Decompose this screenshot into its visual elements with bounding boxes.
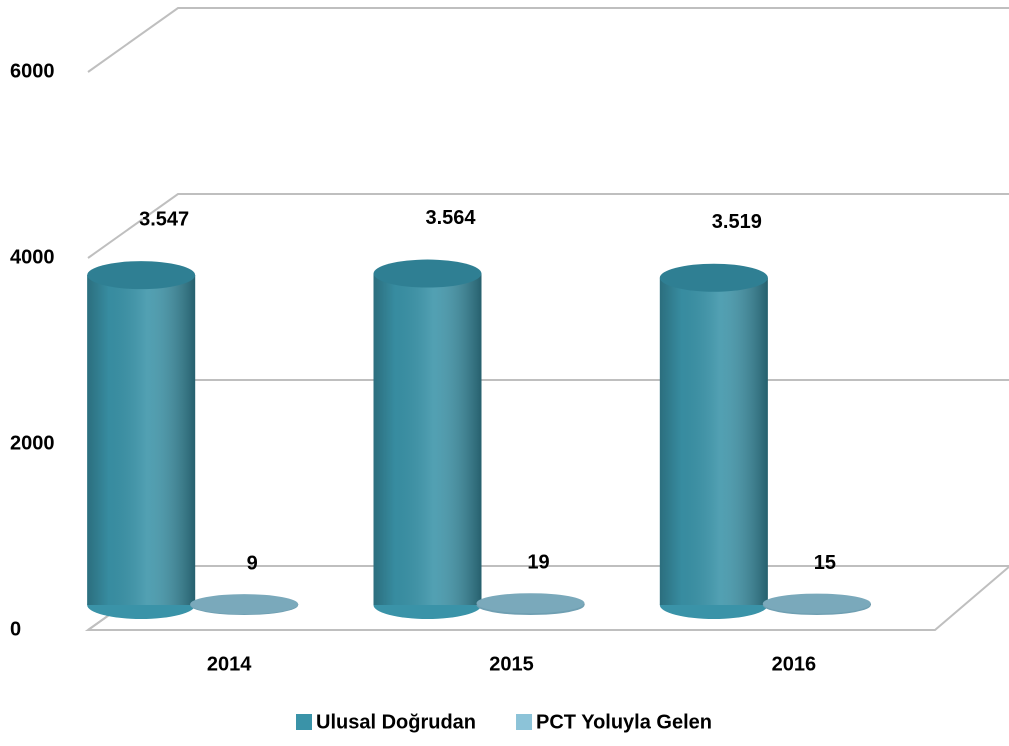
legend-swatch [296, 714, 312, 730]
value-label: 19 [527, 552, 549, 574]
cylinder [476, 593, 585, 615]
cylinder-shade [373, 273, 482, 605]
cylinder [87, 261, 196, 619]
legend-swatch [516, 714, 533, 730]
y-tick-label: 0 [10, 618, 21, 640]
cylinder-top [87, 261, 196, 290]
cylinder-top [373, 259, 482, 288]
grid-line [87, 379, 1009, 445]
value-label: 3.564 [425, 207, 476, 229]
cylinder-shade [87, 275, 196, 605]
legend-label: Ulusal Doğrudan [316, 711, 476, 733]
cylinder [190, 594, 299, 615]
y-tick-label: 6000 [10, 60, 55, 82]
grid-line [87, 7, 1009, 73]
cylinder-top [476, 593, 585, 614]
x-tick-label: 2015 [489, 653, 534, 675]
cylinder-top [190, 594, 299, 615]
value-label: 9 [247, 552, 258, 574]
cylinder [659, 263, 768, 619]
value-label: 3.547 [139, 208, 189, 230]
x-tick-label: 2014 [207, 653, 252, 675]
cylinder-top [659, 263, 768, 292]
value-label: 15 [814, 552, 836, 574]
cylinder-shade [659, 277, 768, 605]
cylinder [762, 593, 871, 615]
cylinder-top [762, 593, 871, 614]
y-tick-label: 2000 [10, 432, 55, 454]
cylinder [373, 259, 482, 619]
grid-line [87, 193, 1009, 259]
x-tick-label: 2016 [772, 653, 817, 675]
y-tick-label: 4000 [10, 246, 55, 268]
legend-label: PCT Yoluyla Gelen [536, 711, 712, 733]
value-label: 3.519 [712, 211, 762, 233]
